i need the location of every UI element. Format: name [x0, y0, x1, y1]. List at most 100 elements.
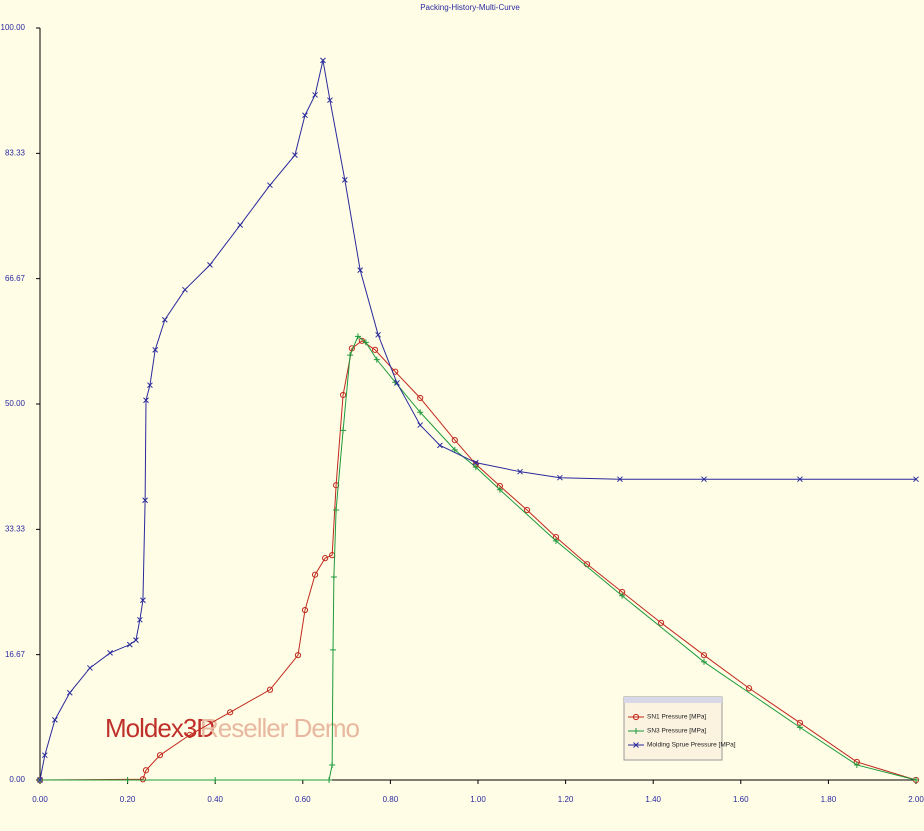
marker: [632, 713, 640, 721]
marker: [207, 262, 213, 268]
marker: [700, 652, 708, 659]
marker: [394, 380, 400, 386]
marker: [417, 422, 424, 428]
y-tick-label: 0.00: [9, 775, 25, 784]
legend-label: SN1 Pressure [MPa]: [647, 714, 706, 721]
marker: [853, 761, 860, 768]
marker: [341, 177, 348, 183]
marker: [417, 394, 424, 402]
marker: [330, 573, 337, 580]
marker: [142, 497, 148, 504]
marker: [87, 665, 93, 671]
marker: [142, 767, 150, 774]
marker: [796, 724, 803, 731]
series-line: [39, 340, 917, 781]
x-tick-label: 1.80: [821, 795, 837, 804]
marker: [517, 468, 523, 475]
marker: [797, 476, 803, 483]
marker: [357, 267, 364, 273]
marker: [237, 222, 244, 228]
marker: [266, 686, 274, 693]
marker: [633, 728, 639, 734]
marker: [140, 597, 146, 604]
legend-box: [623, 696, 723, 761]
legend: SN1 Pressure [MPa] SN3 Pressure [MPa] Mold…: [623, 696, 736, 761]
marker: [152, 347, 159, 353]
marker: [417, 409, 424, 416]
marker: [37, 777, 43, 783]
marker: [371, 346, 379, 353]
series-line: [40, 335, 917, 781]
y-tick-label: 100.00: [1, 23, 26, 32]
marker: [312, 92, 318, 98]
marker: [619, 592, 626, 599]
marker: [657, 619, 665, 626]
x-tick-label: 1.00: [470, 795, 486, 804]
marker: [294, 652, 302, 659]
marker: [326, 777, 333, 783]
marker: [329, 761, 336, 768]
marker: [362, 339, 369, 346]
y-tick-label: 50.00: [5, 399, 26, 408]
marker: [52, 716, 58, 723]
marker: [182, 286, 188, 293]
legend-label: SN3 Pressure [MPa]: [647, 728, 706, 735]
watermark: Reseller Demo: [200, 713, 359, 743]
marker: [552, 537, 559, 544]
x-tick-label: 0.80: [383, 795, 399, 804]
marker: [212, 777, 219, 783]
marker: [301, 606, 309, 614]
marker: [913, 476, 919, 483]
marker: [107, 650, 113, 656]
marker: [186, 731, 193, 738]
marker: [472, 464, 479, 471]
marker: [311, 571, 319, 578]
marker: [913, 777, 919, 783]
watermark: Moldex3D: [105, 713, 214, 743]
marker: [347, 352, 354, 359]
marker: [161, 316, 168, 323]
legend-label: Molding Sprue Pressure [MPa]: [647, 742, 736, 749]
x-tick-label: 1.40: [645, 795, 661, 804]
marker: [523, 506, 531, 514]
x-tick-label: 1.60: [733, 795, 749, 804]
marker: [322, 555, 329, 562]
marker: [557, 474, 563, 481]
y-tick-label: 66.67: [5, 274, 26, 283]
marker: [66, 689, 73, 696]
marker: [701, 658, 708, 665]
marker: [133, 637, 139, 643]
marker: [292, 152, 298, 158]
marker: [147, 382, 153, 389]
marker: [339, 391, 347, 399]
legend-header: [624, 697, 722, 703]
marker: [137, 616, 143, 623]
marker: [226, 709, 234, 716]
marker: [139, 776, 147, 783]
marker: [302, 112, 308, 119]
marker: [156, 752, 164, 759]
marker: [124, 777, 131, 783]
marker: [451, 446, 458, 453]
x-tick-label: 0.00: [32, 795, 48, 804]
x-tick-label: 0.40: [207, 795, 223, 804]
marker: [333, 507, 340, 514]
marker: [375, 331, 381, 338]
marker: [354, 333, 361, 340]
x-tick-label: 2.00: [908, 795, 924, 804]
marker: [451, 436, 458, 444]
marker: [267, 182, 273, 189]
marker: [41, 752, 48, 759]
marker: [143, 397, 149, 404]
marker: [701, 476, 707, 483]
marker: [327, 97, 333, 104]
marker: [617, 476, 623, 483]
marker: [472, 459, 479, 466]
marker: [633, 742, 639, 748]
x-tick-label: 0.60: [295, 795, 311, 804]
marker: [330, 646, 337, 653]
marker: [373, 356, 380, 363]
